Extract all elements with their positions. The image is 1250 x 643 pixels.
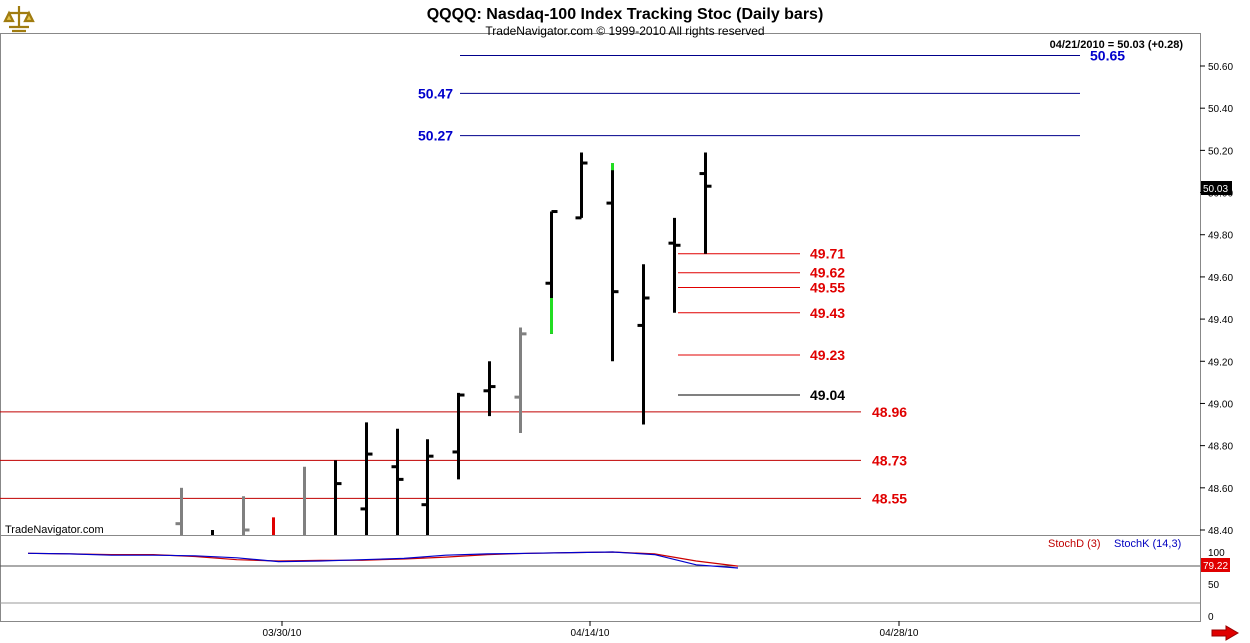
- copyright-text: TradeNavigator.com © 1999-2010 All right…: [485, 24, 764, 38]
- ohlc-bar: [514, 327, 527, 433]
- ohlc-bar: [175, 487, 183, 535]
- stoch-tick-label: 0: [1208, 612, 1214, 623]
- ohlc-bar: [334, 460, 342, 535]
- ohlc-bar: [575, 152, 588, 220]
- stoch-tick-label: 50: [1208, 580, 1220, 591]
- level-label-blue: 50.27: [418, 128, 453, 144]
- stochastic-pane: 100 50 0: [0, 548, 1225, 623]
- logo-icon: [3, 3, 35, 33]
- ohlc-bar: [668, 217, 681, 313]
- ohlc-bar: [606, 163, 619, 362]
- ohlc-bar: [421, 439, 434, 535]
- current-price-label: 50.03: [1203, 184, 1228, 195]
- level-label-blue: 50.65: [1090, 47, 1125, 63]
- ohlc-bar: [391, 428, 404, 535]
- ohlc-bar: [483, 361, 496, 417]
- date-tick-label: 03/30/10: [263, 628, 302, 639]
- ohlc-bar: [360, 422, 373, 535]
- stoch-d-legend: StochD (3): [1048, 538, 1101, 550]
- ohlc-bar: [545, 210, 558, 334]
- price-axis-ticks: 50.6050.4050.2050.0049.8049.6049.4049.20…: [1200, 62, 1233, 537]
- stoch-tick-label: 100: [1208, 548, 1225, 559]
- level-label-short: 49.62: [810, 265, 845, 281]
- ohlc-bar: [452, 392, 465, 480]
- chart-title: QQQQ: Nasdaq-100 Index Tracking Stoc (Da…: [427, 6, 824, 23]
- stoch-value-box: [1201, 558, 1230, 572]
- price-pane: [0, 33, 1201, 536]
- price-tick-label: 48.40: [1208, 526, 1233, 537]
- price-tick-label: 49.60: [1208, 273, 1233, 284]
- current-price-box: [1201, 181, 1232, 195]
- ohlc-bar: [699, 152, 712, 254]
- scroll-right-icon[interactable]: [1211, 625, 1239, 641]
- stoch-value-label: 79.22: [1203, 561, 1228, 572]
- watermark-text: TradeNavigator.com: [5, 524, 104, 536]
- price-tick-label: 49.00: [1208, 399, 1233, 410]
- level-label-short: 49.04: [810, 387, 845, 403]
- price-bars: [175, 152, 712, 535]
- price-tick-label: 50.60: [1208, 62, 1233, 73]
- level-label-long: 48.96: [872, 404, 907, 420]
- level-label-blue: 50.47: [418, 85, 453, 101]
- price-tick-label: 50.40: [1208, 104, 1233, 115]
- level-label-short: 49.71: [810, 246, 845, 262]
- stoch-pane: [0, 535, 1201, 622]
- level-label-short: 49.23: [810, 347, 845, 363]
- price-tick-label: 48.80: [1208, 442, 1233, 453]
- date-tick-label: 04/14/10: [571, 628, 610, 639]
- stoch-k-legend: StochK (14,3): [1114, 538, 1181, 550]
- quote-readout: 04/21/2010 = 50.03 (+0.28): [1050, 39, 1184, 51]
- price-tick-label: 49.20: [1208, 357, 1233, 368]
- level-label-long: 48.55: [872, 490, 907, 506]
- level-label-short: 49.55: [810, 279, 845, 295]
- price-tick-label: 49.80: [1208, 231, 1233, 242]
- price-tick-label: 50.20: [1208, 146, 1233, 157]
- level-label-long: 48.73: [872, 452, 907, 468]
- ohlc-bar: [242, 496, 250, 535]
- price-tick-label: 49.40: [1208, 315, 1233, 326]
- price-tick-label: 48.60: [1208, 484, 1233, 495]
- date-tick-label: 04/28/10: [880, 628, 919, 639]
- ohlc-bar: [637, 264, 650, 425]
- stoch-k-line: [27, 551, 739, 569]
- level-label-short: 49.43: [810, 305, 845, 321]
- date-axis-ticks: 03/30/10 04/14/10 04/28/10: [263, 621, 919, 639]
